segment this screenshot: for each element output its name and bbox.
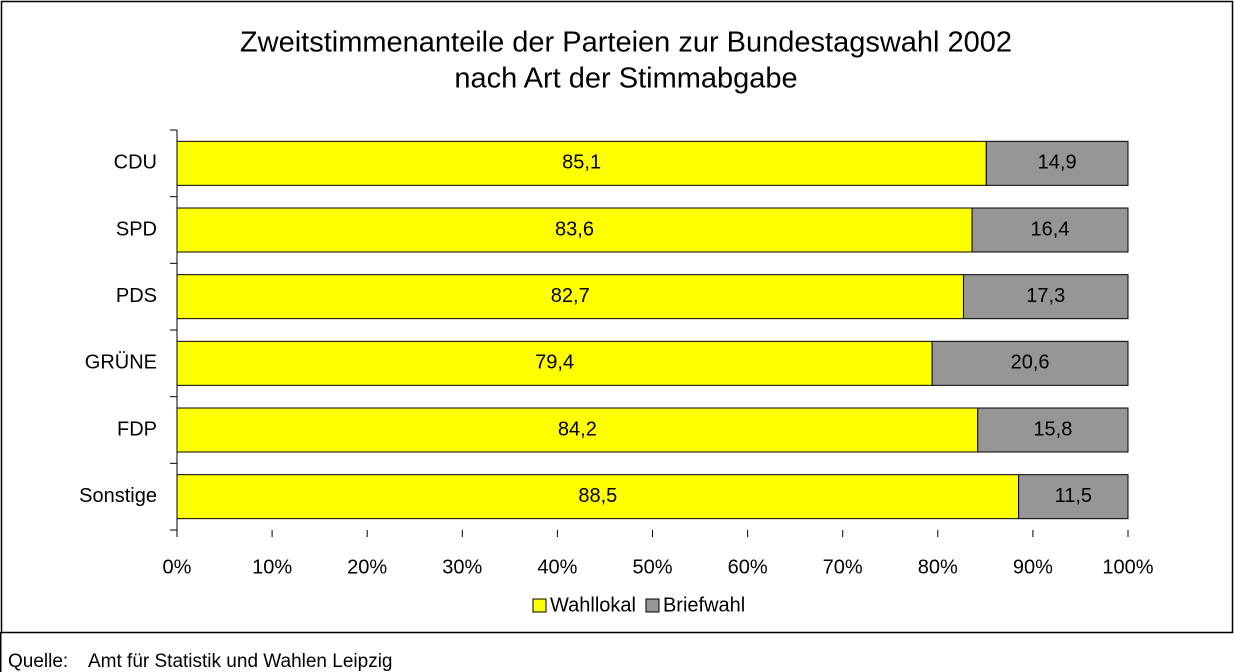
bar-segment [931, 340, 1129, 386]
x-tick-label: 10% [252, 556, 292, 578]
x-tick-label: 60% [728, 556, 768, 578]
value-label: 15,8 [1033, 418, 1072, 440]
footer-label: Quelle: [8, 651, 68, 672]
value-label: 82,7 [551, 285, 590, 307]
bar-segment [985, 140, 1129, 186]
value-label: 17,3 [1026, 285, 1065, 307]
x-tick-label: 40% [537, 556, 577, 578]
value-label: 83,6 [555, 218, 594, 240]
legend-swatch [645, 598, 660, 613]
chart-title: Zweitstimmenanteile der Parteien zur Bun… [240, 27, 1012, 59]
bar-segment [176, 407, 979, 453]
y-tick-label: GRÜNE [85, 352, 157, 374]
bar-segment [176, 207, 973, 253]
bar-segment [176, 140, 987, 186]
legend-swatch [532, 598, 547, 613]
x-tick-label: 30% [442, 556, 482, 578]
value-label: 88,5 [578, 485, 617, 507]
value-label: 20,6 [1011, 352, 1050, 374]
bar-segment [176, 340, 933, 386]
footer-text: Amt für Statistik und Wahlen Leipzig [88, 651, 393, 672]
value-label: 85,1 [562, 152, 601, 174]
x-tick-label: 70% [823, 556, 863, 578]
x-tick-label: 100% [1102, 556, 1153, 578]
y-tick-label: PDS [116, 285, 157, 307]
value-label: 11,5 [1055, 485, 1092, 507]
x-tick-label: 0% [163, 556, 192, 578]
x-tick-label: 50% [632, 556, 672, 578]
value-label: 16,4 [1031, 218, 1070, 240]
y-tick-label: SPD [116, 218, 157, 240]
x-tick-label: 90% [1013, 556, 1053, 578]
y-tick-label: FDP [117, 418, 157, 440]
value-label: 84,2 [558, 418, 597, 440]
legend-label: Wahllokal [550, 594, 636, 616]
bar-segment [962, 274, 1129, 320]
x-tick-label: 80% [918, 556, 958, 578]
x-tick-label: 20% [347, 556, 387, 578]
y-tick-label: Sonstige [79, 485, 157, 507]
bar-segment [176, 274, 964, 320]
value-label: 79,4 [535, 352, 574, 374]
bar-segment [971, 207, 1129, 253]
y-tick-label: CDU [114, 152, 157, 174]
value-label: 14,9 [1038, 152, 1077, 174]
bar-segment [977, 407, 1129, 453]
bar-segment [1018, 474, 1129, 520]
legend-label: Briefwahl [663, 594, 745, 616]
chart-subtitle: nach Art der Stimmabgabe [454, 63, 797, 95]
